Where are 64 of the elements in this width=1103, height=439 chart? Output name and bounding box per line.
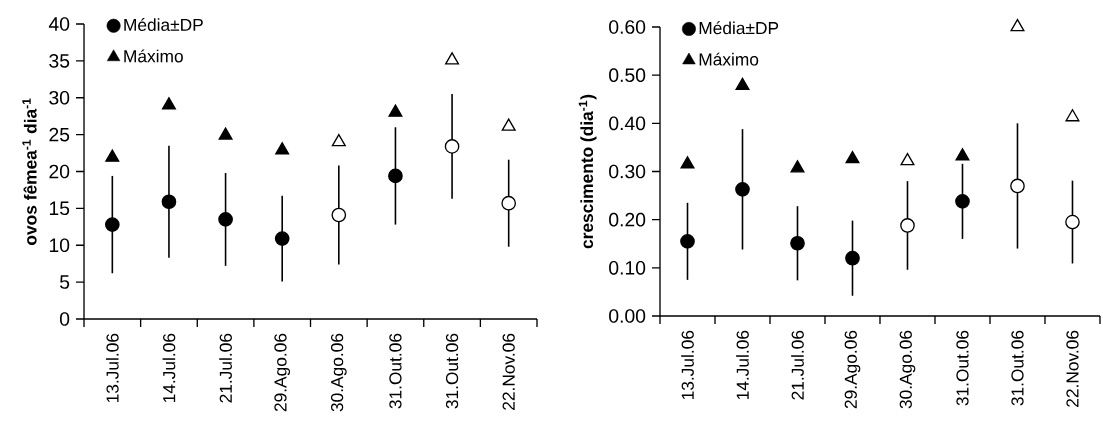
point: [790, 235, 805, 251]
point: [388, 168, 403, 184]
x-tick-label: 31.Out.06: [956, 330, 969, 406]
y-tick-label: 25: [49, 127, 70, 142]
point: [1065, 109, 1080, 122]
point: [274, 231, 290, 246]
x-tick-label: 14.Jul.06: [162, 333, 176, 403]
y-axis-title: crescimento (dia$^{-1}$): [578, 94, 597, 249]
y-tick-label: 40: [48, 17, 70, 31]
point: [845, 250, 860, 266]
point: [501, 118, 516, 131]
point: [445, 52, 460, 65]
point: [680, 234, 695, 249]
y-tick-label: 20: [49, 164, 70, 179]
x-tick-label: 13.Jul.06: [105, 333, 119, 403]
point: [790, 160, 805, 173]
x-tick-label: 14.Jul.06: [736, 330, 749, 400]
legend-label: Máximo: [699, 52, 759, 66]
point: [218, 127, 233, 140]
x-tick-label: 22.Nov.06: [502, 333, 515, 410]
x-tick-label: 30.Ago.06: [899, 330, 916, 409]
y-tick-label: 0.20: [609, 212, 646, 227]
x-tick-label: 31.Out.06: [1011, 330, 1024, 406]
x-tick-label: 30.Ago.06: [330, 333, 347, 412]
x-tick-label: 21.Jul.06: [219, 333, 232, 403]
y-tick-label: 35: [49, 54, 70, 68]
point: [104, 217, 120, 232]
y-tick-label: 0.00: [609, 309, 646, 323]
point: [331, 133, 346, 147]
point: [218, 212, 233, 227]
x-tick-label: 31.Out.06: [389, 333, 402, 409]
point: [680, 156, 695, 169]
y-tick-label: 0.60: [609, 20, 646, 34]
y-tick-label: 0.30: [609, 164, 646, 179]
point: [955, 194, 970, 209]
point: [900, 152, 915, 166]
x-tick-label: 21.Jul.06: [791, 330, 804, 400]
y-tick-label: 30: [49, 90, 70, 105]
y-tick-label: 0: [59, 312, 70, 326]
legend-label: Média±DP: [124, 18, 203, 32]
point: [955, 148, 970, 161]
point: [735, 181, 750, 197]
point: [161, 194, 177, 210]
y-tick-label: 5: [59, 275, 70, 289]
y-tick-label: 15: [49, 201, 70, 216]
y-axis-title: ovos fêmea$^{-1}$ dia$^{-1}$: [22, 98, 37, 245]
x-tick-label: 29.Ago.06: [844, 330, 861, 409]
point: [845, 150, 860, 164]
x-tick-label: 22.Nov.06: [1066, 330, 1079, 407]
point: [1010, 19, 1025, 32]
point: [388, 104, 403, 117]
x-tick-label: 29.Ago.06: [274, 333, 291, 412]
legend-label: Média±DP: [699, 21, 779, 35]
legend-label: Máximo: [124, 49, 183, 63]
y-tick-label: 10: [49, 238, 70, 253]
x-tick-label: 13.Jul.06: [681, 330, 694, 400]
y-tick-label: 0.40: [609, 116, 646, 131]
y-tick-label: 0.10: [609, 260, 646, 275]
point: [105, 149, 120, 162]
x-tick-label: 31.Out.06: [445, 333, 459, 409]
point: [275, 142, 290, 155]
point: [735, 77, 750, 91]
point: [161, 97, 176, 110]
y-tick-label: 0.50: [609, 68, 646, 83]
